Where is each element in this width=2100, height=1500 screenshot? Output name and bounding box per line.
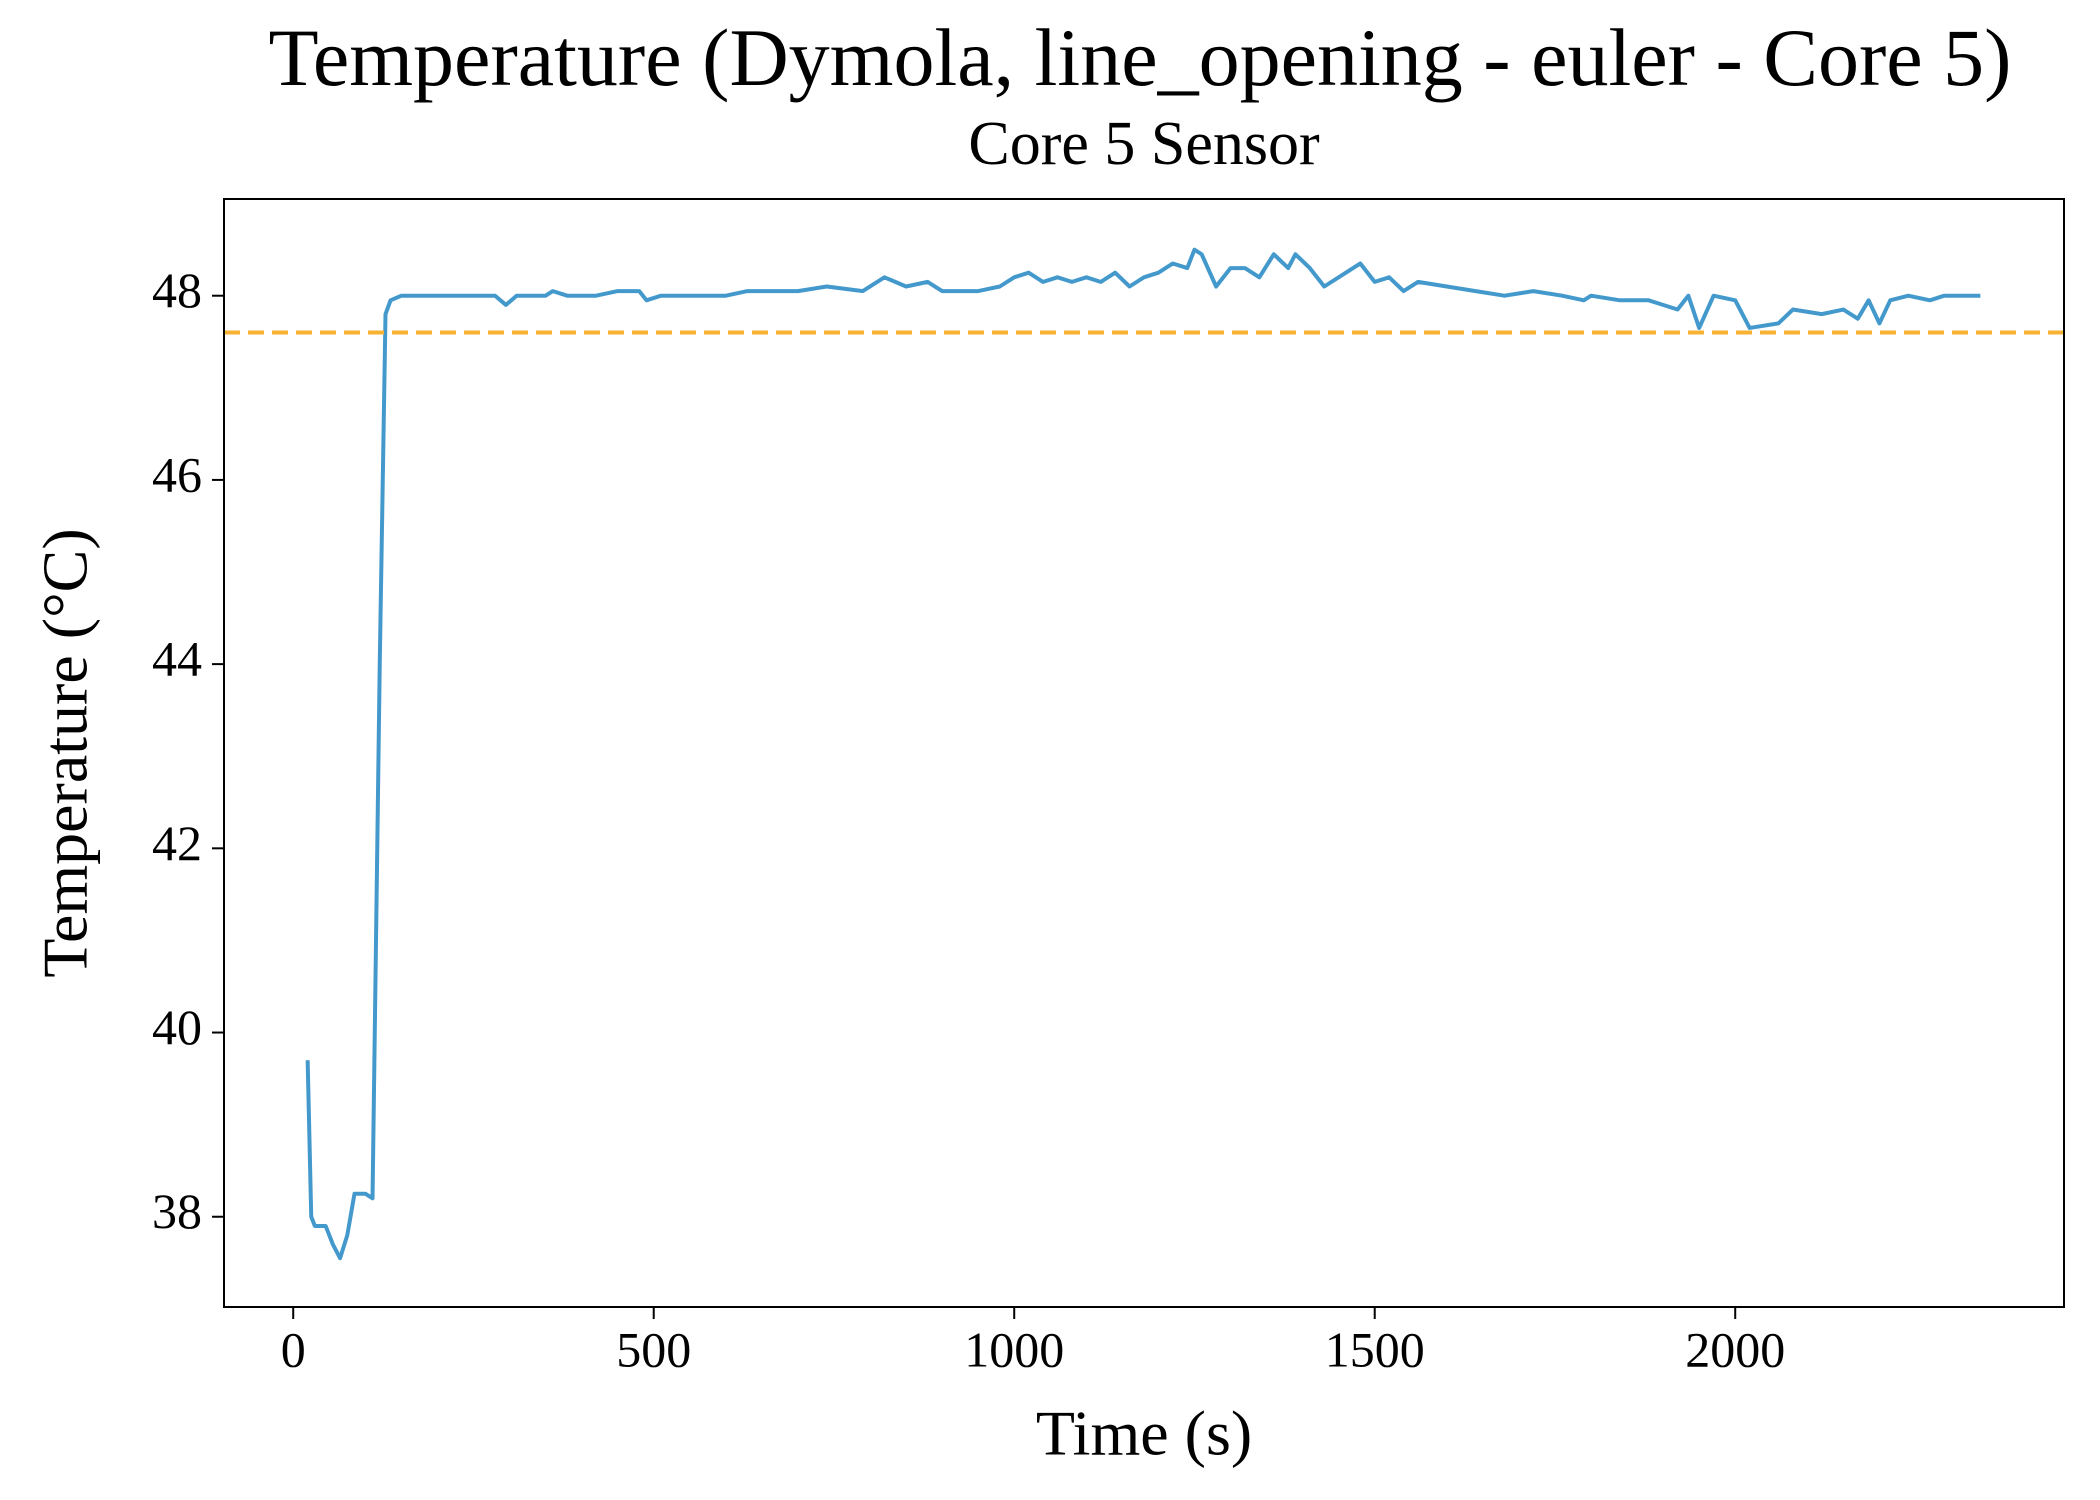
chart-title: Temperature (Dymola, line_opening - eule… — [269, 12, 2012, 103]
y-tick-label: 48 — [152, 262, 202, 318]
data-line — [305, 247, 1981, 1261]
y-tick-label: 38 — [152, 1183, 202, 1239]
plot-frame — [223, 198, 2065, 1308]
y-tick-label: 44 — [152, 631, 202, 687]
y-tick-label: 42 — [152, 815, 202, 871]
y-axis-label: Temperature (°C) — [30, 528, 101, 977]
y-tick-label: 40 — [152, 999, 202, 1055]
x-tick-label: 0 — [281, 1321, 306, 1377]
y-tick-label: 46 — [152, 446, 202, 502]
x-tick-label: 1500 — [1325, 1321, 1425, 1377]
x-tick-label: 2000 — [1685, 1321, 1785, 1377]
x-tick-label: 500 — [616, 1321, 691, 1377]
x-tick-label: 1000 — [964, 1321, 1064, 1377]
chart-subtitle: Core 5 Sensor — [968, 110, 1320, 178]
x-axis-label: Time (s) — [1036, 1398, 1252, 1469]
